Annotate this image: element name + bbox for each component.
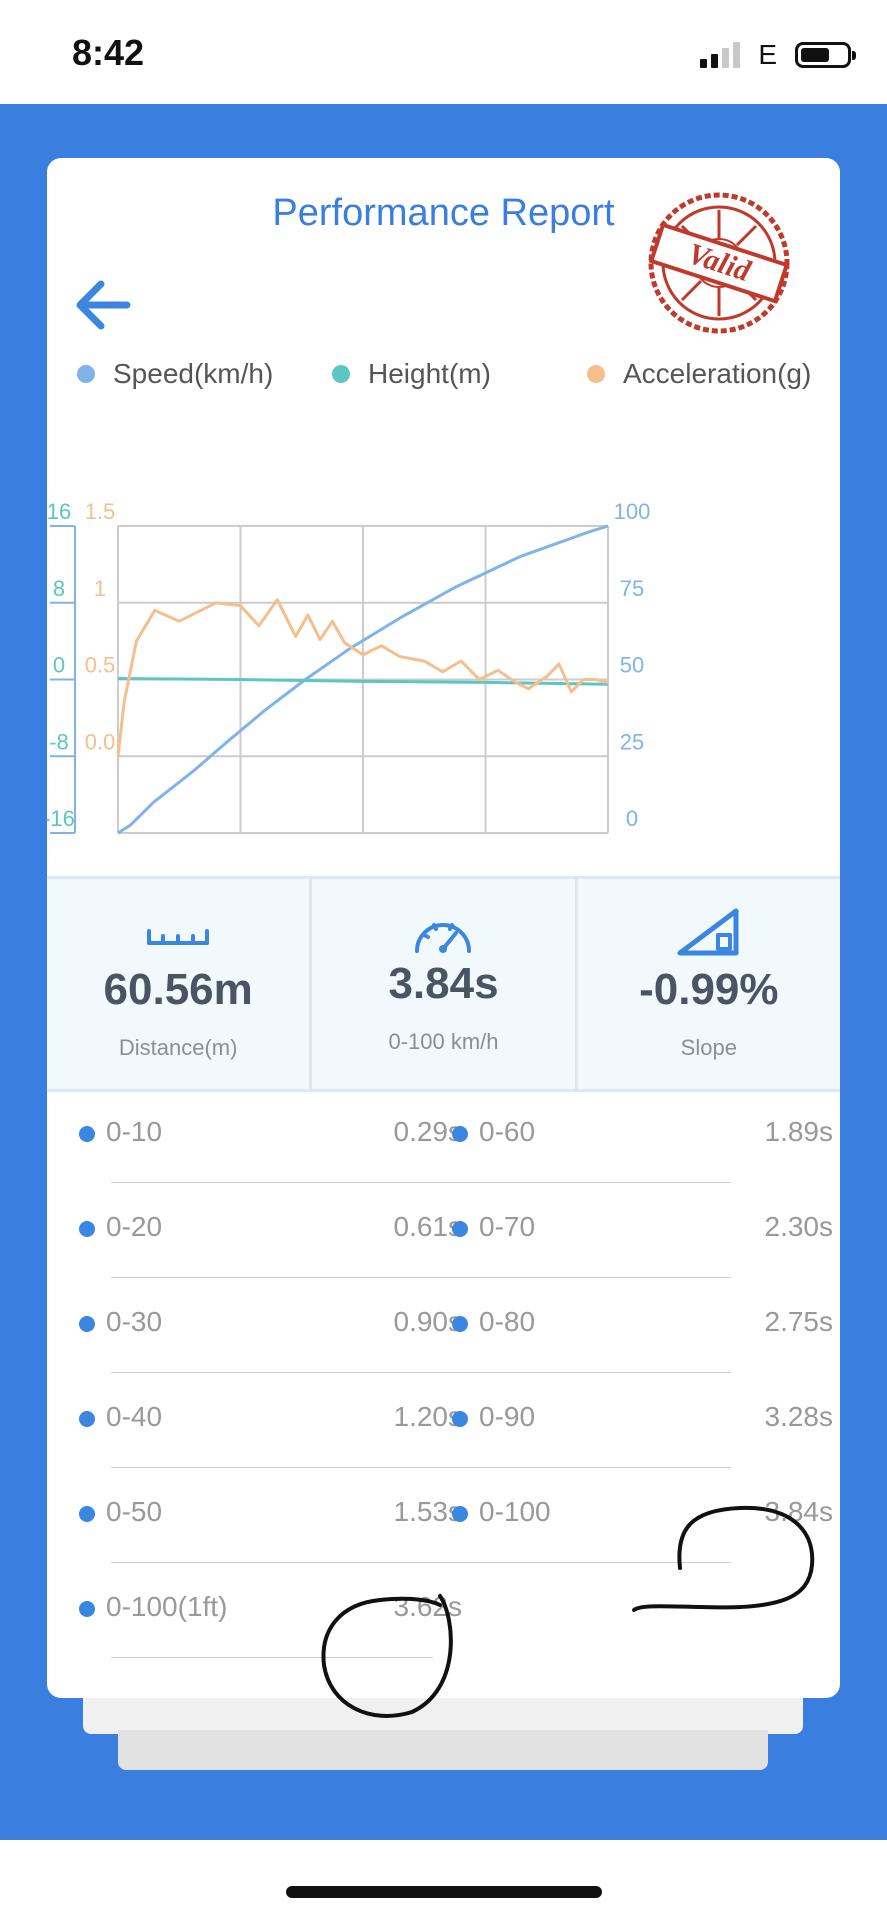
legend-acceleration-label: Acceleration(g) bbox=[623, 358, 812, 389]
speed-tick-label: 0 bbox=[626, 806, 638, 831]
split-value: 0.90s bbox=[393, 1306, 463, 1337]
home-indicator bbox=[286, 1886, 602, 1898]
split-row: 0-10 0.29s 0-60 1.89s bbox=[47, 1088, 840, 1183]
bullet-icon bbox=[452, 1316, 468, 1332]
speed-tick-label: 25 bbox=[620, 729, 644, 754]
network-type: E bbox=[758, 39, 777, 70]
card-stack-shadow bbox=[118, 1730, 768, 1770]
split-value: 1.20s bbox=[393, 1401, 463, 1432]
split-row: 0-100(1ft) 3.62s bbox=[47, 1563, 840, 1658]
split-label: 0-60 bbox=[479, 1116, 536, 1147]
battery-icon bbox=[795, 42, 856, 68]
split-value: 0.61s bbox=[393, 1211, 463, 1242]
height-tick-label: 16 bbox=[47, 499, 71, 524]
divider bbox=[111, 1277, 731, 1278]
divider bbox=[111, 1372, 731, 1373]
split-value: 1.53s bbox=[393, 1496, 463, 1527]
legend-speed: Speed(km/h) bbox=[77, 358, 273, 390]
page-title: Performance Report bbox=[272, 192, 615, 234]
split-label: 0-40 bbox=[106, 1401, 163, 1432]
split-times-list: 0-10 0.29s 0-60 1.89s 0-20 0.61s 0-70 2.… bbox=[47, 1088, 840, 1688]
performance-chart: 16 8 0 -8 -16 1.5 1 0.5 0.0 100 75 50 25 0 bbox=[47, 499, 651, 835]
legend-height: Height(m) bbox=[332, 358, 491, 390]
bullet-icon bbox=[452, 1506, 468, 1522]
height-tick-label: 8 bbox=[53, 576, 65, 601]
speed-tick-label: 50 bbox=[620, 653, 644, 678]
split-value: 2.75s bbox=[764, 1306, 834, 1337]
divider bbox=[111, 1657, 433, 1658]
bullet-icon bbox=[79, 1411, 95, 1427]
split-value: 3.84s bbox=[764, 1496, 834, 1527]
distance-value: 60.56m bbox=[103, 965, 253, 1014]
legend-speed-label: Speed(km/h) bbox=[113, 358, 274, 389]
valid-stamp-icon: Valid bbox=[648, 192, 790, 334]
back-arrow-icon[interactable] bbox=[69, 270, 139, 340]
accel-tick-label: 1.5 bbox=[85, 499, 116, 524]
report-card: Performance Report Valid Speed(km/h) Hei… bbox=[47, 158, 840, 1698]
accel-tick-label: 0.0 bbox=[85, 729, 116, 754]
split-label: 0-10 bbox=[106, 1116, 163, 1147]
divider bbox=[111, 1467, 731, 1468]
height-series-line bbox=[117, 677, 609, 686]
split-row: 0-40 1.20s 0-90 3.28s bbox=[47, 1373, 840, 1468]
time-value: 3.84s bbox=[388, 959, 499, 1008]
slope-label: Slope bbox=[680, 1035, 737, 1060]
legend-height-dot bbox=[332, 365, 350, 383]
bullet-icon bbox=[79, 1126, 95, 1142]
chart-legend: Speed(km/h) Height(m) Acceleration(g) bbox=[47, 358, 840, 398]
split-value: 0.29s bbox=[393, 1116, 463, 1147]
split-label: 0-90 bbox=[479, 1401, 536, 1432]
accel-tick-label: 0.5 bbox=[85, 653, 116, 678]
ruler-icon bbox=[147, 929, 210, 945]
metrics-panel: 60.56m Distance(m) 3.84s 0-100 km/h bbox=[47, 876, 840, 1092]
status-time: 8:42 bbox=[72, 32, 145, 73]
speedometer-icon bbox=[415, 923, 472, 953]
split-label: 0-30 bbox=[106, 1306, 163, 1337]
bullet-icon bbox=[79, 1221, 95, 1237]
split-label: 0-50 bbox=[106, 1496, 163, 1527]
bullet-icon bbox=[452, 1221, 468, 1237]
split-row: 0-20 0.61s 0-70 2.30s bbox=[47, 1183, 840, 1278]
bullet-icon bbox=[79, 1316, 95, 1332]
height-tick-label: -8 bbox=[49, 729, 69, 754]
split-label: 0-80 bbox=[479, 1306, 536, 1337]
distance-label: Distance(m) bbox=[118, 1035, 238, 1060]
split-label: 0-70 bbox=[479, 1211, 536, 1242]
legend-acceleration-dot bbox=[587, 365, 605, 383]
height-tick-label: 0 bbox=[53, 653, 65, 678]
metric-slope: -0.99% Slope bbox=[574, 879, 840, 1089]
legend-height-label: Height(m) bbox=[368, 358, 491, 389]
accel-tick-label: 1 bbox=[94, 576, 106, 601]
slope-value: -0.99% bbox=[639, 965, 779, 1014]
signal-icon bbox=[700, 42, 741, 68]
status-icons: E bbox=[700, 39, 856, 70]
legend-speed-dot bbox=[77, 365, 95, 383]
split-value: 3.28s bbox=[764, 1401, 834, 1432]
metric-distance: 60.56m Distance(m) bbox=[47, 879, 309, 1089]
bullet-icon bbox=[452, 1411, 468, 1427]
bullet-icon bbox=[79, 1506, 95, 1522]
speed-tick-label: 75 bbox=[620, 576, 644, 601]
split-label: 0-100 bbox=[479, 1496, 551, 1527]
split-value: 1.89s bbox=[764, 1116, 834, 1147]
slope-icon bbox=[677, 908, 739, 956]
split-label: 0-100(1ft) bbox=[106, 1591, 228, 1622]
bullet-icon bbox=[79, 1601, 95, 1617]
split-label: 0-20 bbox=[106, 1211, 163, 1242]
status-bar: 8:42 E bbox=[0, 0, 887, 104]
split-row: 0-30 0.90s 0-80 2.75s bbox=[47, 1278, 840, 1373]
split-value: 2.30s bbox=[764, 1211, 834, 1242]
split-row: 0-50 1.53s 0-100 3.84s bbox=[47, 1468, 840, 1563]
split-value: 3.62s bbox=[393, 1591, 463, 1622]
divider bbox=[111, 1562, 731, 1563]
bullet-icon bbox=[452, 1126, 468, 1142]
divider bbox=[111, 1182, 731, 1183]
metric-time: 3.84s 0-100 km/h bbox=[309, 879, 574, 1089]
legend-acceleration: Acceleration(g) bbox=[587, 358, 811, 390]
speed-tick-label: 100 bbox=[614, 499, 651, 524]
height-tick-label: -16 bbox=[47, 806, 75, 831]
acceleration-series-line bbox=[116, 598, 609, 757]
time-label: 0-100 km/h bbox=[388, 1029, 499, 1054]
